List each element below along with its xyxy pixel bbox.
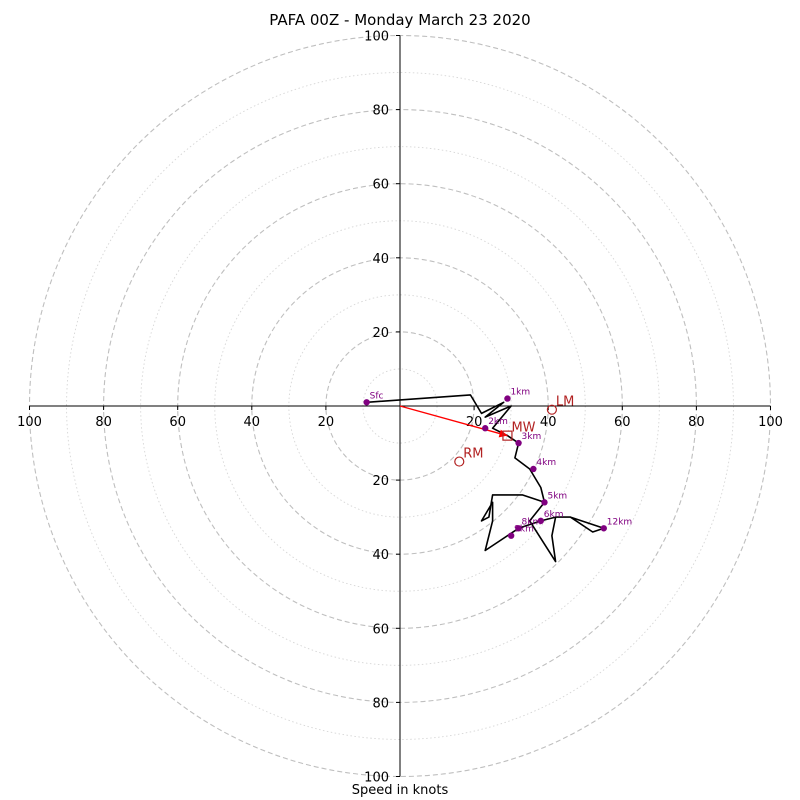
axis-ticks: 20 20 20 20 40 40 40 40 60 60 60 60 80 80 80 80 100 100 10… — [17, 30, 783, 786]
y-tick-label: 20 — [372, 474, 389, 489]
storm-motion-rm-marker — [454, 456, 465, 467]
y-tick-label: 40 — [372, 252, 389, 267]
y-tick-label: 80 — [372, 104, 389, 119]
height-marker-sfc — [363, 399, 370, 406]
x-tick-label: 40 — [244, 415, 261, 430]
height-marker-4km — [530, 465, 537, 473]
height-marker-label: 1km — [510, 388, 530, 398]
y-tick-label: 80 — [372, 696, 389, 711]
x-tick-label: 20 — [466, 415, 483, 430]
x-tick-label: 60 — [169, 415, 186, 430]
storm-motion-rm-label: RM — [463, 447, 483, 462]
storm-motion-mw-label: MW — [511, 421, 535, 436]
x-tick-label: 60 — [614, 415, 631, 430]
x-tick-label: 80 — [95, 415, 112, 430]
hodograph-trace — [366, 394, 605, 563]
x-tick-label: 80 — [688, 415, 705, 430]
height-marker-label: 9km — [514, 525, 534, 535]
height-marker-label: 5km — [547, 491, 567, 501]
height-marker-label: 12km — [607, 517, 632, 527]
height-marker-label: 8km — [522, 517, 542, 527]
height-marker-3km — [515, 439, 522, 447]
height-marker-label: 4km — [536, 458, 556, 468]
height-marker-label: 2km — [488, 417, 508, 427]
hodograph-line — [366, 394, 605, 563]
height-marker-label: Sfc — [370, 391, 384, 401]
y-tick-label: 40 — [372, 548, 389, 563]
x-tick-label: 100 — [17, 415, 42, 430]
storm-motion-mw-marker — [502, 430, 513, 441]
chart-title: PAFA 00Z - Monday March 23 2020 — [269, 11, 531, 29]
x-tick-label: 100 — [758, 415, 783, 430]
y-tick-label: 60 — [372, 178, 389, 193]
mean-wind-arrow-shaft — [399, 405, 508, 437]
y-tick-label: 100 — [364, 771, 389, 786]
x-axis-label: Speed in knots — [351, 783, 449, 798]
height-marker-label: 3km — [522, 432, 542, 442]
height-marker-2km — [482, 425, 489, 432]
height-marker-8km — [515, 525, 522, 532]
height-marker-6km — [537, 517, 544, 525]
height-marker-label: 6km — [544, 510, 564, 520]
height-marker-12km — [600, 525, 607, 532]
storm-motion-lm-label: LM — [556, 395, 574, 410]
height-marker-9km — [507, 532, 515, 539]
y-tick-label: 100 — [364, 30, 389, 45]
height-marker-5km — [541, 499, 548, 506]
y-tick-label: 60 — [372, 622, 389, 637]
storm-motion-lm-marker — [546, 404, 558, 415]
y-tick-label: 20 — [372, 326, 389, 341]
storm-motion-markers: LM RM MW — [454, 395, 574, 467]
x-tick-label: 40 — [540, 415, 557, 430]
height-marker-1km — [504, 395, 511, 402]
x-tick-label: 20 — [318, 415, 335, 430]
